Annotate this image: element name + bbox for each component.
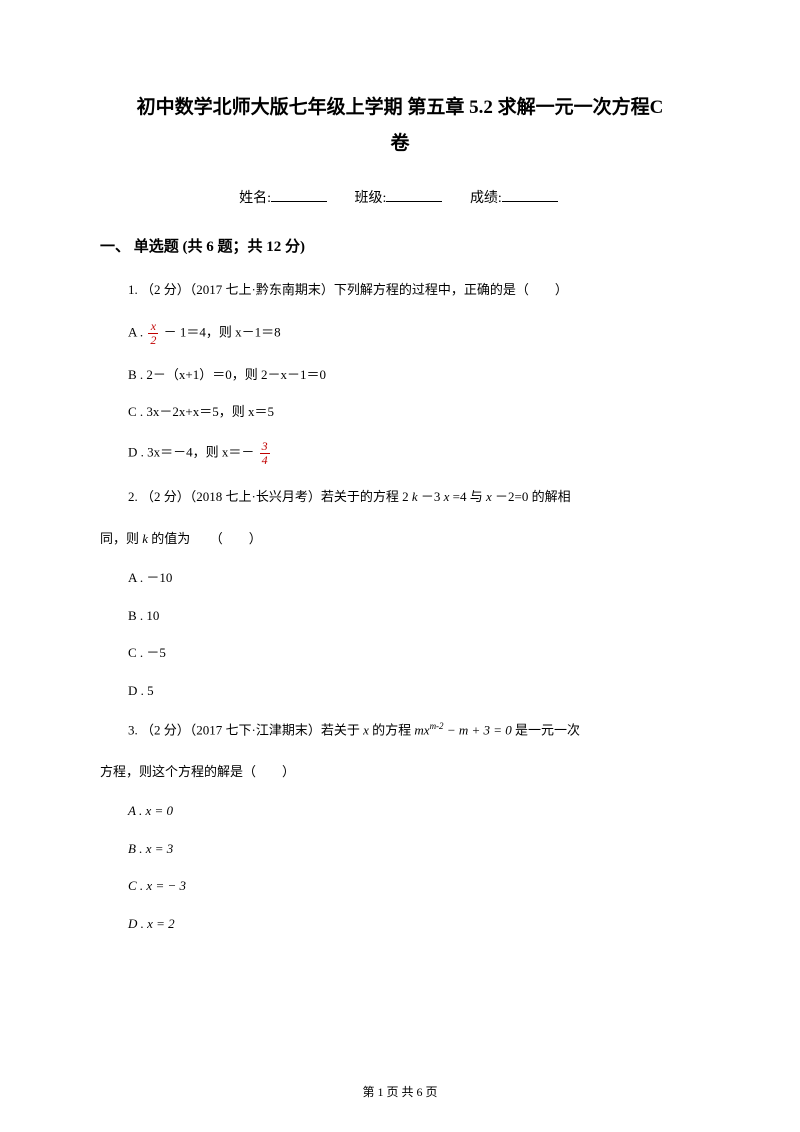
q3-stem-cont: 方程，则这个方程的解是（ ） [100, 760, 700, 783]
q3-option-a: A . x = 0 [100, 801, 700, 821]
class-label: 班级: [355, 191, 387, 206]
student-info: 姓名: 班级: 成绩: [100, 187, 700, 207]
title-line-2: 卷 [100, 126, 700, 162]
class-blank [386, 188, 442, 202]
page-footer: 第 1 页 共 6 页 [0, 1083, 800, 1100]
q3-option-d: D . x = 2 [100, 914, 700, 934]
q2-stem: 2. （2 分）（2018 七上·长兴月考）若关于的方程 2 k －3 x =4… [100, 485, 700, 508]
q2-option-c: C . －5 [100, 643, 700, 663]
name-blank [271, 188, 327, 202]
q1-option-a: A . x2 － 1＝4，则 x－1＝8 [100, 320, 700, 347]
q3-option-b: B . x = 3 [100, 839, 700, 859]
q1-option-d: D . 3x＝－4，则 x＝－ 34 [100, 440, 700, 467]
q1-stem: 1. （2 分）（2017 七上·黔东南期末）下列解方程的过程中，正确的是（ ） [100, 278, 700, 301]
q3-stem: 3. （2 分）（2017 七下·江津期末）若关于 x 的方程 mxm-2 − … [100, 718, 700, 742]
score-blank [502, 188, 558, 202]
score-label: 成绩: [470, 191, 502, 206]
q1-option-b: B . 2－（x+1）＝0，则 2－x－1＝0 [100, 365, 700, 385]
q2-option-d: D . 5 [100, 681, 700, 701]
q2-stem-cont: 同，则 k 的值为 （ ） [100, 527, 700, 550]
q1-option-c: C . 3x－2x+x＝5，则 x＝5 [100, 402, 700, 422]
q2-option-b: B . 10 [100, 606, 700, 626]
q3-option-c: C . x = − 3 [100, 876, 700, 896]
q2-option-a: A . －10 [100, 568, 700, 588]
page-title: 初中数学北师大版七年级上学期 第五章 5.2 求解一元一次方程C 卷 [100, 90, 700, 162]
title-line-1: 初中数学北师大版七年级上学期 第五章 5.2 求解一元一次方程C [100, 90, 700, 126]
section-header: 一、 单选题 (共 6 题；共 12 分) [100, 235, 700, 256]
name-label: 姓名: [239, 191, 271, 206]
